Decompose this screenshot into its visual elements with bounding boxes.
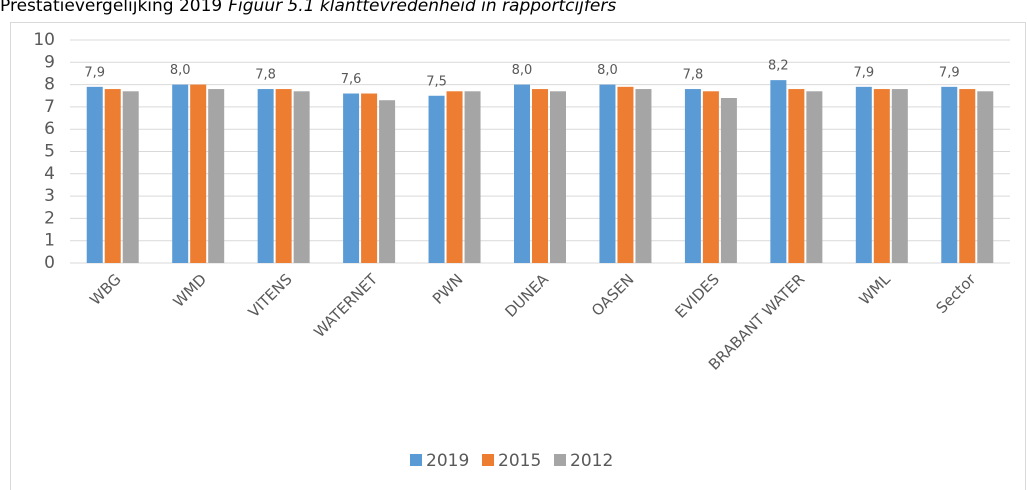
bar: [275, 89, 292, 263]
bar: [361, 93, 378, 264]
bar: [257, 89, 274, 263]
bar: [855, 86, 872, 263]
bar: [959, 89, 976, 263]
bar: [446, 91, 463, 263]
bar: [891, 89, 908, 263]
y-tick-label: 5: [44, 142, 55, 162]
data-label: 8,0: [512, 63, 533, 78]
chart-title: Prestatievergelijking 2019: [0, 0, 222, 16]
bar: [86, 86, 103, 263]
bar: [172, 84, 189, 263]
bar: [343, 93, 360, 264]
bar: [617, 86, 634, 263]
bar: [293, 91, 310, 263]
bar: [702, 91, 719, 263]
data-label: 7,9: [853, 65, 874, 80]
y-tick-label: 8: [44, 75, 55, 95]
bar: [788, 89, 805, 263]
chart-subtitle: Figuur 5.1 klanttevredenheid in rapportc…: [228, 0, 616, 16]
bar: [770, 80, 787, 263]
bar: [208, 89, 225, 263]
y-tick-label: 3: [44, 186, 55, 206]
data-label: 7,9: [939, 65, 960, 80]
y-tick-label: 4: [44, 164, 55, 184]
bar: [806, 91, 823, 263]
y-tick-label: 9: [44, 52, 55, 72]
bar: [514, 84, 530, 263]
bar: [977, 91, 994, 263]
y-tick-label: 6: [44, 119, 55, 139]
data-label: 7,9: [84, 65, 105, 80]
bar: [379, 100, 396, 264]
legend-swatch: [482, 454, 494, 466]
y-tick-label: 0: [44, 253, 55, 273]
bar: [941, 86, 958, 263]
data-label: 7,8: [683, 68, 704, 83]
bar: [190, 84, 207, 263]
bar: [428, 95, 445, 263]
legend-label: 2015: [498, 451, 541, 471]
bar: [720, 97, 737, 263]
bar: [532, 89, 548, 263]
y-tick-label: 2: [44, 208, 55, 228]
bar: [599, 84, 616, 263]
data-label: 8,0: [170, 63, 191, 78]
bar: [873, 89, 890, 263]
y-tick-label: 10: [33, 30, 55, 50]
bar: [684, 89, 701, 263]
y-tick-label: 1: [44, 231, 55, 251]
data-label: 7,8: [255, 68, 276, 83]
legend-swatch: [554, 454, 566, 466]
bar: [464, 91, 481, 263]
data-label: 7,5: [426, 74, 447, 89]
data-label: 8,0: [597, 63, 618, 78]
bar: [122, 91, 139, 263]
data-label: 8,2: [768, 59, 789, 74]
legend-label: 2012: [570, 451, 613, 471]
y-tick-label: 7: [44, 97, 55, 117]
bar: [635, 89, 652, 263]
data-label: 7,6: [341, 72, 362, 87]
bar: [550, 91, 566, 263]
legend-label: 2019: [426, 451, 469, 471]
legend-swatch: [410, 454, 422, 466]
bar: [104, 89, 121, 263]
